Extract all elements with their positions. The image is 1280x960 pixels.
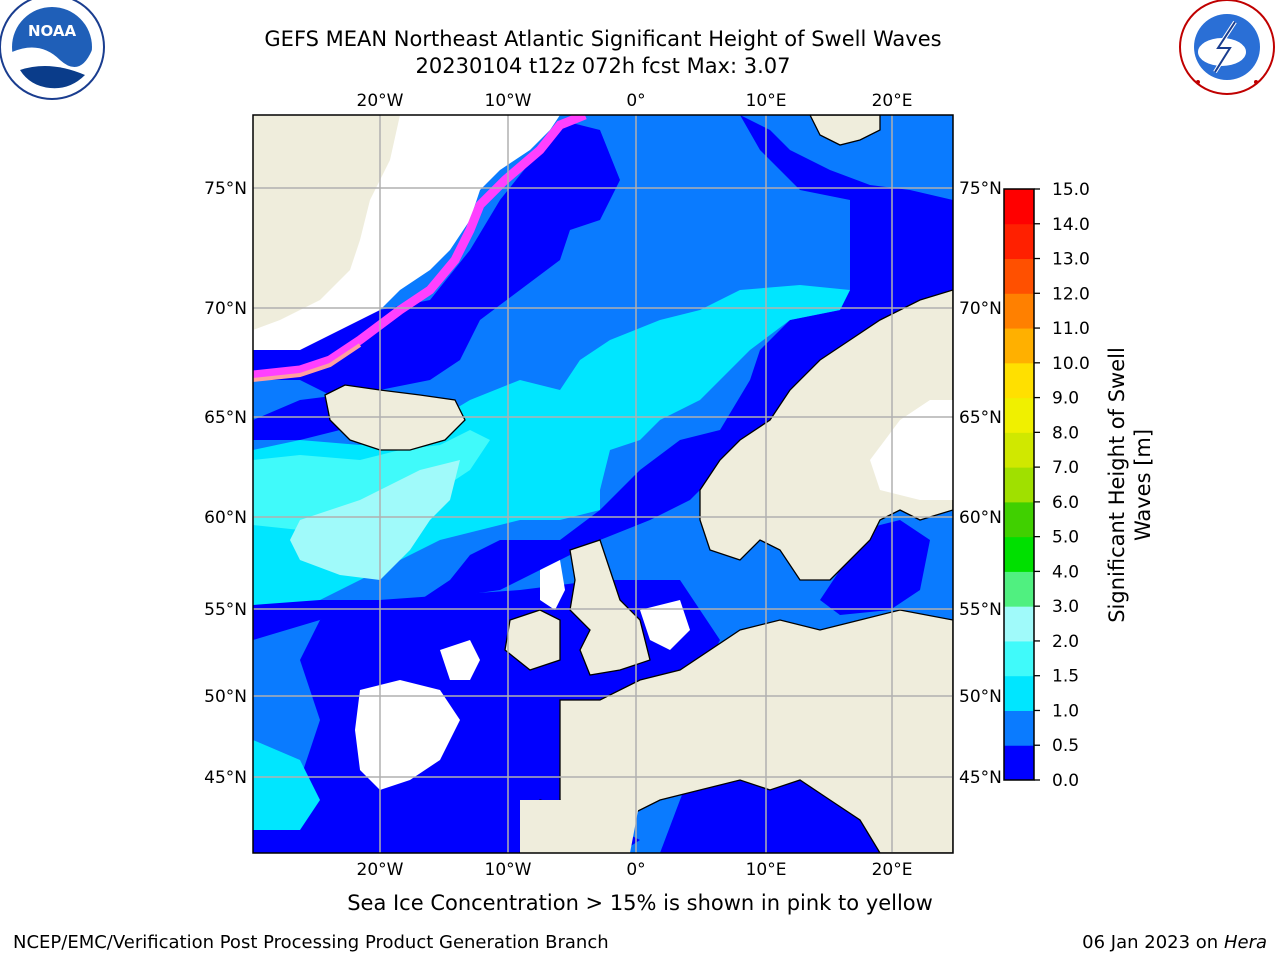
lat-label-right: 65°N — [959, 408, 1002, 428]
date-stamp: 06 Jan 2023 on Hera — [1082, 932, 1267, 953]
colorbar-tick-label: 7.0 — [1052, 458, 1079, 478]
sea-ice-note: Sea Ice Concentration > 15% is shown in … — [347, 891, 933, 915]
machine-name: Hera — [1223, 932, 1267, 953]
nws-logo — [1179, 0, 1275, 95]
colorbar-segment — [1004, 397, 1034, 433]
lon-label-top: 20°E — [872, 91, 913, 111]
lon-label-top: 20°W — [357, 91, 404, 111]
colorbar-tick-label: 15.0 — [1052, 180, 1090, 200]
colorbar-tick-label: 8.0 — [1052, 423, 1079, 443]
map-title: GEFS MEAN Northeast Atlantic Significant… — [264, 27, 942, 51]
graticule — [253, 115, 953, 853]
lat-label-right: 55°N — [959, 600, 1002, 620]
map-frame — [252, 114, 954, 854]
colorbar-segment — [1004, 432, 1034, 468]
forecast-subtitle: 20230104 t12z 072h fcst Max: 3.07 — [415, 54, 791, 78]
credit-line: NCEP/EMC/Verification Post Processing Pr… — [13, 932, 609, 953]
date-text: 06 Jan 2023 on — [1082, 932, 1219, 953]
colorbar-tick-label: 4.0 — [1052, 562, 1079, 582]
lat-label-right: 60°N — [959, 508, 1002, 528]
colorbar-tick-label: 13.0 — [1052, 250, 1090, 270]
colorbar-segment — [1004, 362, 1034, 399]
lon-label-bottom: 10°W — [485, 860, 532, 880]
colorbar-tick-label: 0.0 — [1052, 771, 1079, 791]
lon-label-top: 0° — [626, 91, 645, 111]
colorbar-tick-label: 0.5 — [1052, 736, 1079, 756]
colorbar-segment — [1004, 189, 1034, 225]
lon-label-bottom: 10°E — [746, 860, 787, 880]
colorbar-tick-label: 14.0 — [1052, 215, 1090, 235]
colorbar-tick-label: 5.0 — [1052, 528, 1079, 548]
colorbar-tick-label: 12.0 — [1052, 284, 1090, 304]
lon-label-top: 10°W — [485, 91, 532, 111]
colorbar-segment — [1004, 501, 1034, 538]
colorbar-tick-label: 6.0 — [1052, 493, 1079, 513]
colorbar-tick-label: 2.0 — [1052, 632, 1079, 652]
lon-label-bottom: 0° — [626, 860, 645, 880]
lon-label-bottom: 20°W — [357, 860, 404, 880]
colorbar-label-line2: Waves [m] — [1131, 429, 1155, 541]
colorbar-segment — [1004, 467, 1034, 503]
colorbar-segment — [1004, 745, 1034, 781]
lat-label-right: 50°N — [959, 687, 1002, 707]
lat-label-left: 60°N — [204, 508, 247, 528]
colorbar-segment — [1004, 258, 1034, 294]
lat-label-left: 50°N — [204, 687, 247, 707]
colorbar — [1004, 189, 1034, 781]
lon-label-bottom: 20°E — [872, 860, 913, 880]
colorbar-tick-label: 9.0 — [1052, 389, 1079, 409]
colorbar-tick-label: 10.0 — [1052, 354, 1090, 374]
colorbar-segment — [1004, 675, 1034, 711]
colorbar-tick-label: 3.0 — [1052, 597, 1079, 617]
lon-label-top: 10°E — [746, 91, 787, 111]
colorbar-segment — [1004, 328, 1034, 364]
lat-label-right: 75°N — [959, 179, 1002, 199]
lat-label-right: 70°N — [959, 299, 1002, 319]
colorbar-segment — [1004, 536, 1034, 572]
noaa-logo: NOAA — [0, 0, 105, 100]
lat-label-left: 55°N — [204, 600, 247, 620]
lat-label-left: 45°N — [204, 768, 247, 788]
colorbar-tick-label: 1.0 — [1052, 701, 1079, 721]
lat-label-left: 75°N — [204, 179, 247, 199]
colorbar-tick-label: 1.5 — [1052, 667, 1079, 687]
lat-label-right: 45°N — [959, 768, 1002, 788]
colorbar-segment — [1004, 223, 1034, 260]
colorbar-frame — [1003, 188, 1035, 781]
noaa-logo-text: NOAA — [28, 22, 77, 40]
colorbar-tick-label: 11.0 — [1052, 319, 1090, 339]
colorbar-label-line1: Significant Height of Swell — [1105, 347, 1129, 623]
colorbar-segment — [1004, 293, 1034, 329]
colorbar-ticks: 0.0 0.5 1.0 1.5 2.0 3.0 4.0 5.0 6.0 7.0 8.0 9.0 10.0… — [1034, 180, 1090, 791]
swell-height-map — [253, 115, 953, 853]
colorbar-segment — [1004, 710, 1034, 746]
colorbar-segment — [1004, 606, 1034, 642]
lat-label-left: 65°N — [204, 408, 247, 428]
lat-label-left: 70°N — [204, 299, 247, 319]
colorbar-segment — [1004, 571, 1034, 607]
colorbar-segment — [1004, 640, 1034, 677]
